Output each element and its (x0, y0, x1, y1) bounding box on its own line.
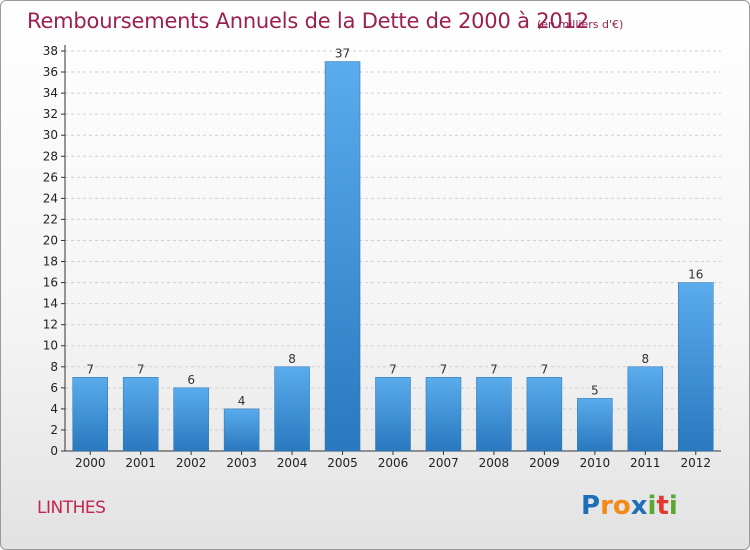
logo-letter: o (612, 491, 631, 521)
chart-title: Remboursements Annuels de la Dette de 20… (27, 9, 589, 33)
bar-2001 (122, 377, 159, 452)
bar-2006 (375, 377, 411, 452)
x-tick-label: 2000 (75, 456, 106, 470)
chart-unit: (en milliers d'€) (537, 18, 624, 31)
y-tick-label: 32 (43, 107, 58, 121)
labels: 0246810121416182022242628303234363872000… (43, 44, 711, 470)
x-tick-label: 2007 (428, 456, 459, 470)
y-tick-label: 4 (50, 402, 58, 416)
y-tick-label: 12 (43, 318, 58, 332)
data-label: 7 (137, 362, 145, 376)
x-tick-label: 2005 (327, 456, 358, 470)
data-label: 37 (335, 47, 350, 61)
data-label: 4 (238, 394, 246, 408)
x-tick-label: 2012 (680, 456, 711, 470)
y-tick-label: 26 (43, 170, 58, 184)
y-tick-label: 30 (43, 128, 58, 142)
x-tick-label: 2009 (529, 456, 560, 470)
y-tick-label: 24 (43, 191, 58, 205)
x-tick-label: 2011 (630, 456, 661, 470)
logo-letter: x (630, 491, 648, 521)
logo-letter: t (656, 491, 669, 521)
data-label: 7 (541, 362, 549, 376)
logo-letter: i (647, 491, 657, 521)
logo-letter: i (668, 491, 678, 521)
y-tick-label: 0 (50, 444, 58, 458)
logo-letter: P (581, 491, 601, 521)
y-tick-label: 36 (43, 65, 58, 79)
y-tick-label: 10 (43, 339, 58, 353)
data-label: 7 (440, 362, 448, 376)
y-tick-label: 6 (50, 381, 58, 395)
bar-2009 (526, 377, 563, 452)
data-label: 7 (86, 362, 94, 376)
data-label: 7 (490, 362, 498, 376)
x-tick-label: 2004 (277, 456, 308, 470)
x-tick-label: 2003 (226, 456, 257, 470)
bar-2010 (577, 398, 613, 452)
bars (72, 61, 714, 452)
x-tick-label: 2002 (176, 456, 207, 470)
y-tick-label: 8 (50, 360, 58, 374)
proxiti-logo: Proxiti (581, 491, 678, 521)
logo-letter: r (600, 491, 613, 521)
x-tick-label: 2006 (378, 456, 409, 470)
x-tick-label: 2001 (125, 456, 156, 470)
data-label: 16 (688, 268, 703, 282)
y-tick-label: 34 (43, 86, 58, 100)
bar-2005 (324, 61, 361, 452)
data-label: 5 (591, 383, 599, 397)
bar-2008 (476, 377, 512, 452)
x-tick-label: 2010 (580, 456, 611, 470)
y-tick-label: 14 (43, 297, 58, 311)
y-tick-label: 22 (43, 212, 58, 226)
bar-2004 (274, 366, 310, 452)
bar-2007 (425, 377, 462, 452)
x-tick-label: 2008 (479, 456, 510, 470)
bar-2003 (223, 408, 260, 452)
data-label: 8 (288, 352, 296, 366)
y-tick-label: 18 (43, 255, 58, 269)
y-tick-label: 38 (43, 44, 58, 58)
y-tick-label: 2 (50, 423, 58, 437)
data-label: 8 (641, 352, 649, 366)
bar-2011 (627, 366, 664, 452)
y-tick-label: 16 (43, 276, 58, 290)
data-label: 6 (187, 373, 195, 387)
place-name: LINTHES (37, 498, 106, 518)
y-tick-label: 20 (43, 233, 58, 247)
bar-2012 (678, 282, 714, 452)
bar-2002 (173, 387, 209, 452)
y-tick-label: 28 (43, 149, 58, 163)
data-label: 7 (389, 362, 397, 376)
bar-2000 (72, 377, 108, 452)
